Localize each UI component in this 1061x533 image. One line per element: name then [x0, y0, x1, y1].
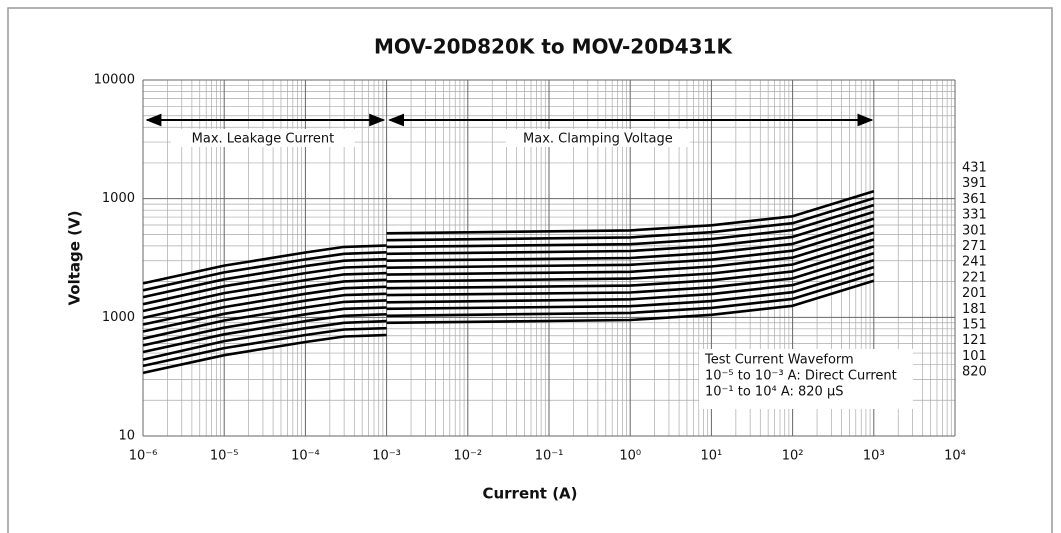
- x-tick-label: 10⁻⁴: [291, 449, 320, 464]
- series-line: [142, 190, 875, 285]
- x-tick-label: 10³: [863, 449, 885, 464]
- series-label: 201: [962, 286, 987, 301]
- annotation-bg: [505, 129, 690, 147]
- series-line: [142, 224, 875, 320]
- series-label: 101: [962, 349, 987, 364]
- note-text: 10⁻¹ to 10⁴ A: 820 µS: [705, 385, 843, 400]
- x-tick-label: 10¹: [701, 449, 723, 464]
- series-label: 301: [962, 223, 987, 238]
- note-box: [699, 349, 913, 409]
- series-line: [142, 279, 875, 375]
- x-tick-label: 10²: [782, 449, 804, 464]
- y-tick-label: 1000: [102, 310, 135, 325]
- series-line: [142, 231, 875, 326]
- series-label: 121: [962, 333, 987, 348]
- series-label: 820: [962, 365, 987, 380]
- series-line: [142, 251, 875, 347]
- x-tick-label: 10⁴: [944, 449, 966, 464]
- x-tick-label: 10⁻²: [453, 449, 482, 464]
- x-tick-label: 10⁻⁶: [129, 449, 158, 464]
- series-label: 391: [962, 176, 987, 191]
- annotation: Max. Leakage Current: [192, 132, 335, 147]
- series-line: [142, 210, 875, 306]
- series-line: [142, 217, 875, 313]
- x-tick-label: 10⁻³: [372, 449, 401, 464]
- series-line: [142, 265, 875, 361]
- y-tick-label: 10: [118, 429, 135, 444]
- series-label: 241: [962, 255, 987, 270]
- series-line: [142, 203, 875, 299]
- y-tick-label: 10000: [94, 73, 135, 88]
- chart-title: MOV-20D820K to MOV-20D431K: [374, 35, 733, 59]
- y-axis-label: Voltage (V): [66, 211, 84, 306]
- series-label: 221: [962, 270, 987, 285]
- x-tick-label: 10⁰: [619, 449, 641, 464]
- series-label: 331: [962, 208, 987, 223]
- note-text: 10⁻⁵ to 10⁻³ A: Direct Current: [705, 369, 897, 384]
- series-label: 271: [962, 239, 987, 254]
- annotation: Max. Clamping Voltage: [523, 132, 673, 147]
- series-label: 151: [962, 318, 987, 333]
- frame: [7, 7, 1053, 533]
- series-line: [142, 238, 875, 333]
- note-text: Test Current Waveform: [704, 353, 854, 368]
- series-line: [142, 196, 875, 292]
- annotation-bg: [170, 129, 355, 147]
- series-line: [142, 272, 875, 368]
- x-axis-label: Current (A): [482, 485, 577, 503]
- series-label: 361: [962, 192, 987, 207]
- series-line: [142, 258, 875, 354]
- series-label: 181: [962, 302, 987, 317]
- x-tick-label: 10⁻¹: [535, 449, 564, 464]
- x-tick-label: 10⁻⁵: [210, 449, 239, 464]
- y-tick-label: 1000: [102, 191, 135, 206]
- series-line: [142, 245, 875, 340]
- series-label: 431: [962, 161, 987, 176]
